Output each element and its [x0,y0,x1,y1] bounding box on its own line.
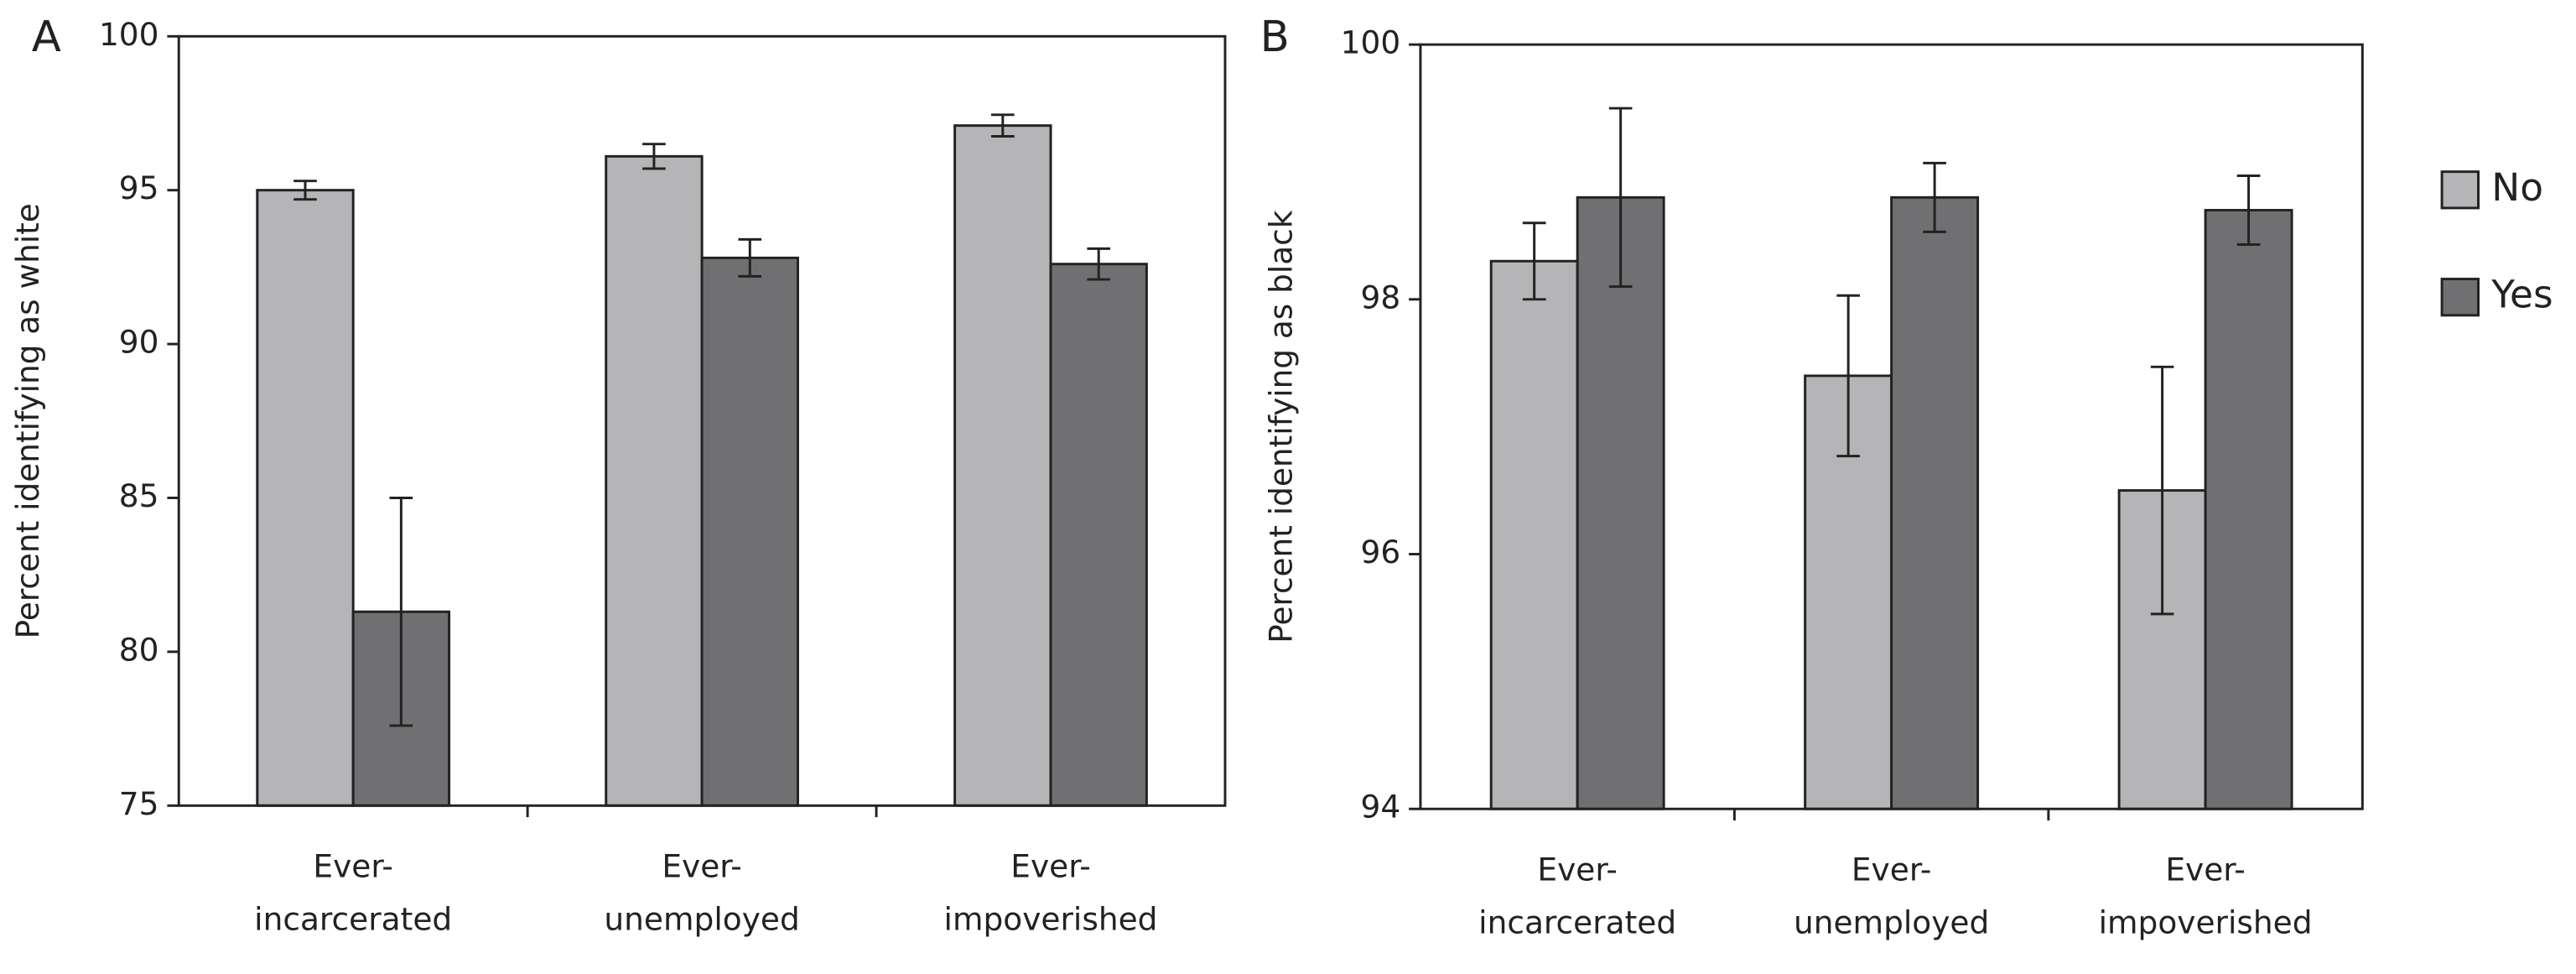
y-tick-label: 75 [119,785,159,822]
error-bar [991,113,1015,138]
bar [256,189,355,807]
x-tick-label: Ever- [1852,852,1932,888]
panel-label: B [1260,12,1290,62]
y-axis-title: Percent identifying as black [1263,210,1300,643]
bar [2204,209,2293,810]
y-tick-label: 90 [119,324,159,361]
error-bar [2150,365,2174,616]
bar [1049,263,1148,807]
y-tick-label: 100 [99,16,159,53]
x-tick-label: Ever- [2165,852,2246,888]
y-tick-label: 85 [119,477,159,514]
error-bar [293,180,317,201]
plot-frame [177,34,1227,807]
y-tick-label: 98 [1361,279,1401,315]
x-tick-label: Ever- [1010,848,1091,885]
x-tick-label: unemployed [604,901,799,938]
x-tick-label: Ever- [1537,852,1618,888]
error-bar [1522,221,1546,301]
error-bar [389,497,413,727]
y-tick-label: 95 [119,169,159,206]
bar [605,154,704,807]
error-bar [1923,161,1946,233]
bar [1489,259,1579,810]
error-bar [1608,107,1633,289]
error-bar [1087,247,1111,281]
x-tick-label: incarcerated [1478,904,1676,941]
legend-label: Yes [2490,273,2553,317]
legend-swatch [2440,278,2480,317]
y-tick-label: 100 [1341,24,1401,61]
bar [1890,195,1980,810]
x-tick-label: Ever- [662,848,742,885]
error-bar [1836,294,1860,458]
bar [953,124,1052,807]
plot-frame [1419,43,2364,810]
x-tick-label: impoverished [2099,904,2313,941]
bar [1576,195,1665,810]
x-tick-label: incarcerated [254,901,452,938]
bar [700,256,799,807]
y-tick-label: 96 [1361,534,1401,570]
legend-label: No [2491,165,2543,210]
x-tick-label: Ever- [313,848,393,885]
y-tick-label: 94 [1361,789,1401,826]
x-tick-label: impoverished [944,901,1158,938]
error-bar [2236,174,2261,247]
y-axis-title: Percent identifying as white [9,203,46,638]
legend-swatch [2440,170,2480,210]
panel-label: A [32,12,61,62]
y-tick-label: 80 [119,631,159,668]
error-bar [642,143,666,170]
x-tick-label: unemployed [1794,904,1989,941]
error-bar [738,237,762,278]
